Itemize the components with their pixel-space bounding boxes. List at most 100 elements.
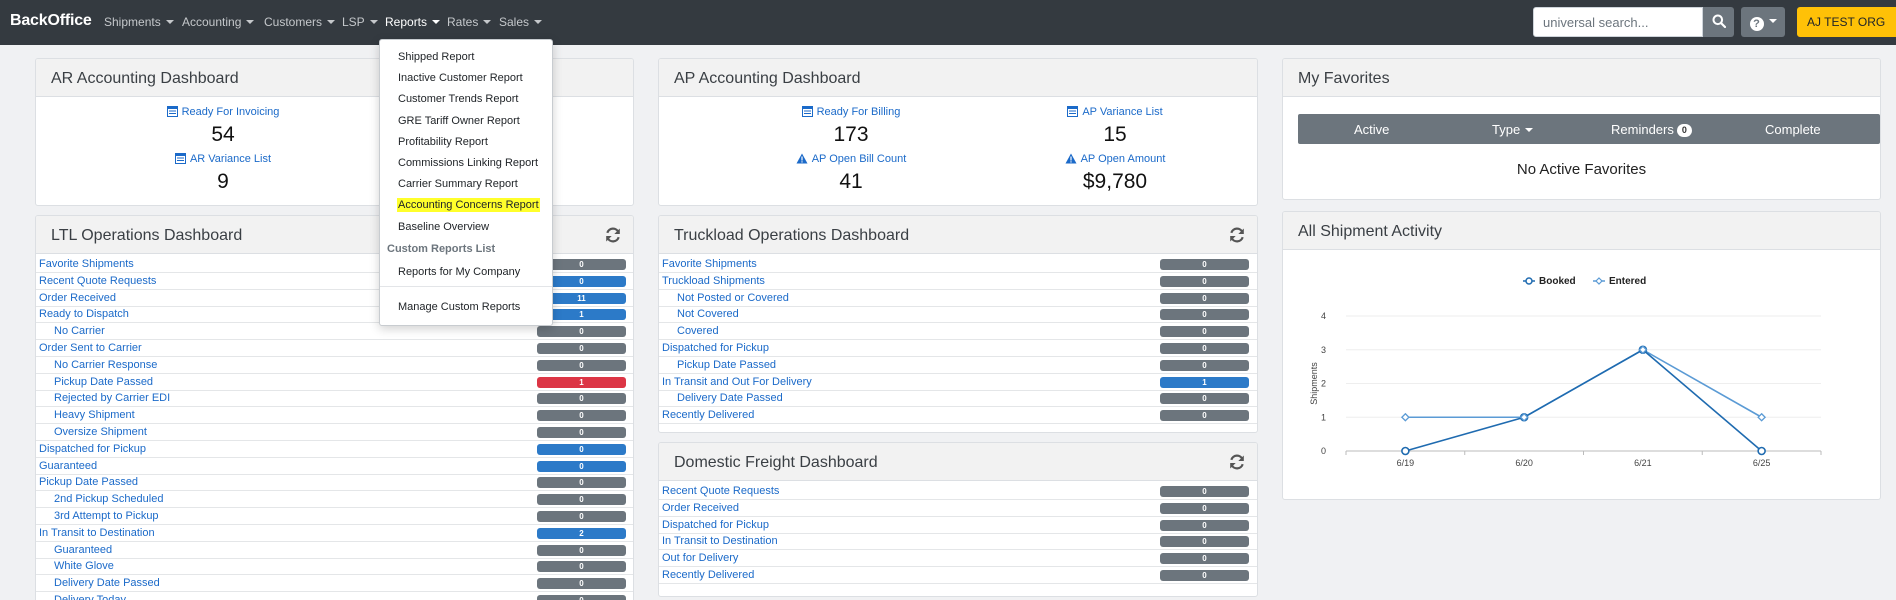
search-button[interactable]	[1703, 7, 1734, 37]
list-row[interactable]: Pickup Date Passed 1	[36, 374, 633, 391]
list-row[interactable]: Order Received 11	[36, 290, 633, 307]
nav-customers[interactable]: Customers	[264, 15, 336, 29]
data-point-booked[interactable]	[1757, 446, 1766, 456]
row-label[interactable]: No Carrier	[54, 325, 105, 338]
list-row[interactable]: 3rd Attempt to Pickup 0	[36, 508, 633, 525]
list-row[interactable]: Recently Delivered 0	[659, 567, 1257, 584]
list-row[interactable]: Delivery Today 0	[36, 592, 633, 600]
list-row[interactable]: Rejected by Carrier EDI 0	[36, 390, 633, 408]
row-label[interactable]: Heavy Shipment	[54, 409, 135, 422]
stat-label[interactable]: Ready For Invoicing	[181, 106, 280, 118]
refresh-icon[interactable]	[1227, 452, 1247, 472]
row-label[interactable]: Rejected by Carrier EDI	[54, 392, 171, 405]
menu-item-shipped-report[interactable]: Shipped Report	[398, 51, 475, 63]
list-row[interactable]: Favorite Shipments 0	[659, 256, 1257, 273]
list-row[interactable]: No Carrier Response 0	[36, 357, 633, 374]
row-label[interactable]: In Transit to Destination	[662, 535, 778, 548]
data-point-booked[interactable]	[1401, 446, 1410, 456]
tab-type[interactable]: Type	[1492, 122, 1534, 137]
row-label[interactable]: Guaranteed	[54, 543, 113, 556]
list-row[interactable]: Pickup Date Passed 0	[36, 474, 633, 492]
stat-label[interactable]: Ready For Billing	[816, 106, 901, 118]
list-row[interactable]: Pickup Date Passed 0	[659, 357, 1257, 374]
tab-complete[interactable]: Complete	[1765, 122, 1821, 137]
list-row[interactable]: Delivery Date Passed 0	[659, 390, 1257, 408]
stat-ap-variance-list[interactable]: AP Variance List 15	[1005, 106, 1225, 147]
stat-ready-for-invoicing[interactable]: Ready For Invoicing 54	[113, 106, 333, 147]
row-label[interactable]: Recent Quote Requests	[662, 485, 780, 497]
stat-label[interactable]: AR Variance List	[189, 153, 272, 165]
row-label[interactable]: Not Posted or Covered	[677, 291, 789, 304]
stat-ap-open-amount[interactable]: AP Open Amount $9,780	[1005, 153, 1225, 194]
row-label[interactable]: Covered	[677, 325, 719, 338]
menu-item-gre-tariff-owner-report[interactable]: GRE Tariff Owner Report	[398, 115, 520, 127]
list-row[interactable]: Dispatched for Pickup 0	[36, 441, 633, 458]
data-point-entered[interactable]	[1519, 412, 1529, 422]
menu-item-baseline-overview[interactable]: Baseline Overview	[398, 221, 490, 233]
row-label[interactable]: Oversize Shipment	[54, 426, 147, 438]
list-row[interactable]: Truckload Shipments 0	[659, 273, 1257, 290]
row-label[interactable]: In Transit to Destination	[39, 526, 155, 539]
data-point-entered[interactable]	[1638, 345, 1648, 355]
list-row[interactable]: Not Covered 0	[659, 306, 1257, 324]
stat-label[interactable]: AP Open Amount	[1080, 153, 1166, 165]
row-label[interactable]: Delivery Date Passed	[677, 392, 783, 405]
list-row[interactable]: No Carrier 0	[36, 323, 633, 341]
list-row[interactable]: Heavy Shipment 0	[36, 407, 633, 425]
stat-ap-open-bill-count[interactable]: AP Open Bill Count 41	[741, 153, 961, 194]
nav-sales[interactable]: Sales	[499, 15, 543, 29]
menu-item-carrier-summary-report[interactable]: Carrier Summary Report	[398, 178, 518, 190]
row-label[interactable]: Favorite Shipments	[39, 258, 134, 270]
list-row[interactable]: Order Sent to Carrier 0	[36, 340, 633, 357]
row-label[interactable]: In Transit and Out For Delivery	[662, 375, 812, 388]
help-dropdown-button[interactable]: ?	[1741, 7, 1785, 37]
nav-rates[interactable]: Rates	[447, 15, 492, 29]
row-label[interactable]: Not Covered	[677, 308, 739, 321]
row-label[interactable]: Pickup Date Passed	[54, 375, 154, 388]
nav-accounting[interactable]: Accounting	[182, 15, 255, 29]
list-row[interactable]: In Transit to Destination 0	[659, 533, 1257, 551]
menu-item-accounting-concerns-report[interactable]: Accounting Concerns Report	[397, 198, 540, 212]
row-label[interactable]: White Glove	[54, 560, 114, 573]
tab-reminders[interactable]: Reminders 0	[1611, 122, 1692, 137]
refresh-icon[interactable]	[1227, 225, 1247, 245]
legend-label-booked[interactable]: Booked	[1539, 276, 1576, 287]
menu-item-manage-custom-reports[interactable]: Manage Custom Reports	[398, 301, 521, 313]
menu-item-customer-trends-report[interactable]: Customer Trends Report	[398, 93, 519, 105]
brand-logo[interactable]: BackOffice	[10, 12, 92, 29]
list-row[interactable]: Not Posted or Covered 0	[659, 290, 1257, 307]
row-label[interactable]: Out for Delivery	[662, 552, 739, 565]
row-label[interactable]: Delivery Today	[54, 594, 126, 600]
stat-label[interactable]: AP Variance List	[1082, 106, 1163, 118]
nav-lsp[interactable]: LSP	[342, 15, 378, 29]
row-label[interactable]: Pickup Date Passed	[677, 358, 777, 371]
row-label[interactable]: Favorite Shipments	[662, 258, 757, 270]
list-row[interactable]: Dispatched for Pickup 0	[659, 340, 1257, 357]
tab-active[interactable]: Active	[1354, 122, 1390, 137]
row-label[interactable]: Order Received	[662, 501, 740, 514]
row-label[interactable]: Recent Quote Requests	[39, 274, 157, 287]
list-row[interactable]: Recent Quote Requests 0	[659, 483, 1257, 500]
row-label[interactable]: Ready to Dispatch	[39, 308, 129, 321]
row-label[interactable]: Delivery Date Passed	[54, 577, 160, 590]
data-point-entered[interactable]	[1757, 412, 1767, 422]
row-label[interactable]: Order Received	[39, 291, 117, 304]
list-row[interactable]: Covered 0	[659, 323, 1257, 341]
menu-item-profitability-report[interactable]: Profitability Report	[398, 136, 488, 148]
stat-ready-for-billing[interactable]: Ready For Billing 173	[741, 106, 961, 147]
row-label[interactable]: Dispatched for Pickup	[662, 518, 769, 531]
list-row[interactable]: White Glove 0	[36, 558, 633, 576]
list-row[interactable]: Dispatched for Pickup 0	[659, 517, 1257, 534]
nav-reports[interactable]: Reports	[385, 15, 441, 29]
list-row[interactable]: Out for Delivery 0	[659, 550, 1257, 568]
list-row[interactable]: Order Received 0	[659, 500, 1257, 517]
list-row[interactable]: Ready to Dispatch 1	[36, 306, 633, 324]
list-row[interactable]: Recently Delivered 0	[659, 407, 1257, 425]
refresh-icon[interactable]	[603, 225, 623, 245]
row-label[interactable]: Recently Delivered	[662, 409, 755, 422]
row-label[interactable]: Guaranteed	[39, 459, 98, 472]
list-row[interactable]: 2nd Pickup Scheduled 0	[36, 491, 633, 509]
row-label[interactable]: Dispatched for Pickup	[662, 342, 769, 354]
row-label[interactable]: 2nd Pickup Scheduled	[54, 493, 164, 506]
row-label[interactable]: Recently Delivered	[662, 569, 755, 581]
